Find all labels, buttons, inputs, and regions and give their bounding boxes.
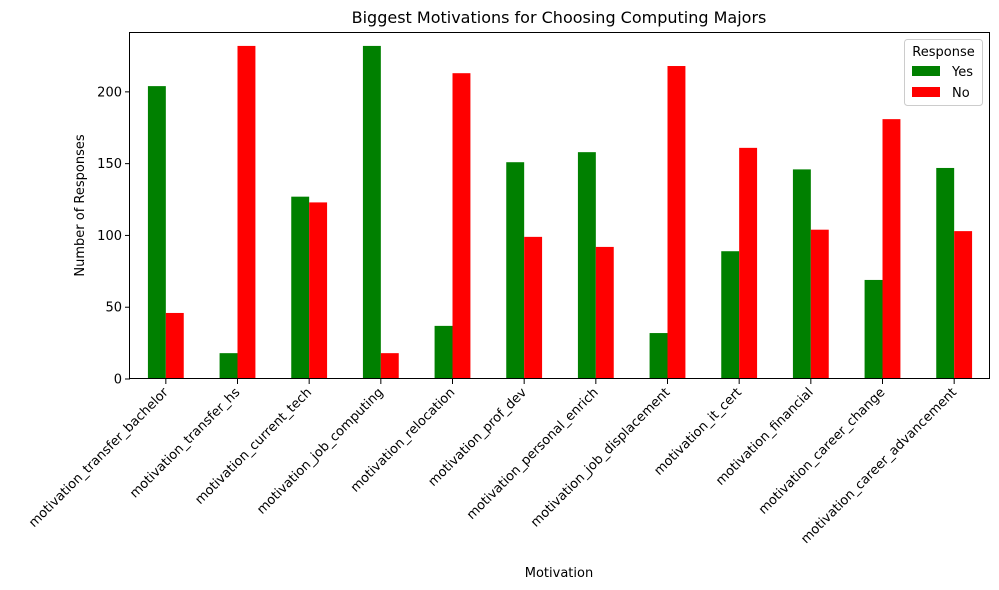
y-tick-label: 50 (105, 301, 122, 316)
x-tick-label: motivation_career_advancement (798, 385, 960, 547)
x-axis-label: Motivation (525, 566, 593, 581)
bar-yes-motivation-job-computing (362, 45, 381, 379)
bar-no-motivation-current-tech (309, 202, 328, 379)
bar-no-motivation-relocation (452, 73, 471, 380)
y-axis: 0 50 100 150 200 (97, 85, 130, 388)
x-tick-label: motivation_transfer_bachelor (26, 385, 172, 531)
legend: Response Yes No (904, 39, 983, 106)
plot-frame (129, 32, 990, 379)
legend-label-no: No (952, 86, 970, 101)
bar-no-motivation-job-displacement (667, 66, 686, 379)
bar-yes-motivation-personal-enrich (577, 152, 596, 379)
legend-label-yes: Yes (951, 65, 973, 80)
legend-title: Response (912, 45, 974, 60)
x-axis: motivation_transfer_bachelormotivation_t… (26, 379, 960, 547)
bar-yes-motivation-prof-dev (506, 162, 525, 379)
bar-no-motivation-personal-enrich (595, 246, 614, 379)
y-axis-label: Number of Responses (73, 134, 88, 276)
x-tick-label: motivation_personal_enrich (464, 385, 602, 523)
bar-yes-motivation-job-displacement (649, 333, 668, 379)
y-tick-label: 0 (114, 373, 122, 388)
bar-no-motivation-transfer-bachelor (165, 312, 184, 379)
legend-swatch-no (912, 87, 940, 97)
x-tick-label: motivation_current_tech (192, 385, 315, 508)
bar-no-motivation-transfer-hs (237, 45, 256, 379)
chart-title: Biggest Motivations for Choosing Computi… (352, 8, 767, 27)
bar-yes-motivation-career-advancement (936, 167, 955, 379)
x-tick-label: motivation_job_computing (254, 385, 386, 517)
bar-yes-motivation-relocation (434, 325, 453, 379)
bar-no-motivation-financial (810, 229, 829, 379)
bar-yes-motivation-it-cert (721, 251, 740, 379)
bar-no-motivation-career-advancement (954, 231, 973, 379)
legend-swatch-yes (912, 66, 940, 76)
y-tick-label: 100 (97, 229, 122, 244)
bar-yes-motivation-transfer-bachelor (147, 86, 166, 379)
bar-yes-motivation-financial (792, 169, 811, 379)
bar-no-motivation-it-cert (739, 147, 758, 379)
bars-layer (147, 45, 973, 380)
bar-yes-motivation-career-change (864, 279, 883, 379)
x-tick-label: motivation_job_displacement (528, 385, 673, 530)
x-tick-label: motivation_career_change (756, 385, 888, 517)
bar-yes-motivation-current-tech (291, 196, 310, 379)
bar-no-motivation-career-change (882, 119, 901, 379)
bar-no-motivation-job-computing (380, 353, 399, 379)
bar-no-motivation-prof-dev (524, 236, 543, 379)
y-tick-label: 200 (97, 85, 122, 100)
bar-yes-motivation-transfer-hs (219, 353, 238, 379)
y-tick-label: 150 (97, 157, 122, 172)
